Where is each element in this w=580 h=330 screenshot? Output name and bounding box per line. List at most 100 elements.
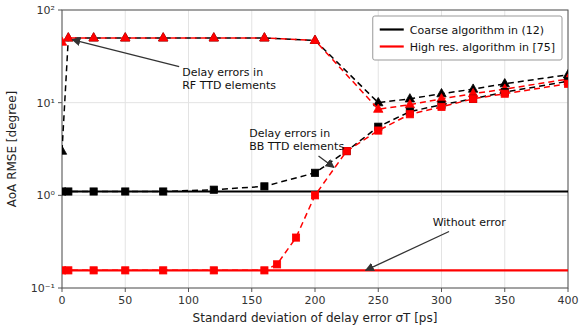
square-marker <box>160 267 167 274</box>
x-tick-label: 250 <box>368 294 389 307</box>
series-line <box>62 84 568 271</box>
x-tick-label: 400 <box>558 294 579 307</box>
y-axis-label: AoA RMSE [degree] <box>5 91 19 207</box>
triangle-marker <box>310 35 319 43</box>
x-tick <box>568 288 569 292</box>
square-marker <box>261 267 268 274</box>
annotations: Delay errors inRF TTD elementsDelay erro… <box>72 40 506 271</box>
triangle-marker <box>121 33 130 41</box>
square-marker <box>501 90 508 97</box>
annotation-line: RF TTD elements <box>182 79 276 92</box>
triangle-marker <box>62 146 67 154</box>
y-tick <box>58 288 62 289</box>
square-marker <box>311 169 318 176</box>
x-tick <box>378 288 379 292</box>
x-tick-label: 0 <box>59 294 66 307</box>
x-grid-line <box>125 10 126 288</box>
annotation-arrow <box>366 232 449 271</box>
square-marker <box>470 95 477 102</box>
triangle-marker <box>374 104 383 112</box>
x-tick-label: 300 <box>431 294 452 307</box>
annotation-text: Delay errors inBB TTD elements <box>249 127 344 153</box>
y-tick-label: 10⁰ <box>37 189 56 202</box>
square-marker <box>210 267 217 274</box>
legend-box <box>373 16 562 60</box>
annotation-arrow <box>72 40 179 67</box>
square-marker <box>90 267 97 274</box>
square-marker <box>292 234 299 241</box>
y-tick <box>58 10 62 11</box>
x-tick-label: 100 <box>178 294 199 307</box>
series <box>62 33 568 155</box>
triangle-marker <box>437 94 446 102</box>
x-tick <box>251 288 252 292</box>
axes: 0 50 100 150 200 250 300 350 400 10⁻¹ 10⁰ 10¹ 10² <box>31 4 579 307</box>
plot-frame <box>62 10 568 288</box>
legend: Coarse algorithm in (12) High res. algori… <box>373 16 562 60</box>
legend-label: Coarse algorithm in (12) <box>410 24 544 37</box>
legend-swatch <box>380 45 404 47</box>
square-marker <box>90 188 97 195</box>
square-marker <box>122 188 129 195</box>
square-marker <box>160 188 167 195</box>
triangle-marker <box>89 33 98 41</box>
annotation-arrow <box>319 156 334 167</box>
annotation-text: Without error <box>433 216 507 229</box>
triangle-marker <box>159 33 168 41</box>
annotation-line: Delay errors in <box>249 127 330 140</box>
square-marker <box>273 261 280 268</box>
y-tick-label: 10² <box>37 4 55 17</box>
plot-background <box>62 10 568 288</box>
triangle-marker <box>209 33 218 41</box>
y-tick-label: 10⁻¹ <box>31 282 55 295</box>
square-marker <box>406 111 413 118</box>
series-line <box>62 81 568 191</box>
annotation-line: Without error <box>433 216 507 229</box>
x-tick <box>62 288 63 292</box>
y-tick-label: 10¹ <box>37 97 55 110</box>
triangle-marker <box>405 100 414 108</box>
square-marker <box>65 188 72 195</box>
legend-swatch <box>380 28 404 30</box>
triangle-marker <box>64 33 73 41</box>
square-marker <box>438 103 445 110</box>
x-tick <box>125 288 126 292</box>
annotation-text: Delay errors inRF TTD elements <box>182 66 276 92</box>
x-tick-label: 350 <box>494 294 515 307</box>
triangle-marker <box>159 33 168 41</box>
square-marker <box>564 80 568 87</box>
square-marker <box>261 183 268 190</box>
series <box>62 33 568 113</box>
x-tick-label: 150 <box>241 294 262 307</box>
triangle-marker <box>121 33 130 41</box>
x-tick <box>441 288 442 292</box>
triangle-marker <box>260 33 269 41</box>
legend-label: High res. algorithm in [75] <box>410 41 555 54</box>
annotation-line: BB TTD elements <box>249 140 344 153</box>
x-tick <box>504 288 505 292</box>
y-tick <box>58 102 62 103</box>
square-marker <box>210 186 217 193</box>
triangle-marker <box>260 33 269 41</box>
y-tick <box>58 195 62 196</box>
x-tick <box>188 288 189 292</box>
x-tick-label: 200 <box>305 294 326 307</box>
x-grid-line <box>188 10 189 288</box>
square-marker <box>122 267 129 274</box>
triangle-marker <box>64 33 73 41</box>
x-tick <box>315 288 316 292</box>
x-axis-label: Standard deviation of delay error σT [ps… <box>193 311 438 325</box>
x-tick-label: 50 <box>118 294 132 307</box>
data-area <box>62 33 568 274</box>
series <box>62 80 568 274</box>
annotation-line: Delay errors in <box>182 66 263 79</box>
triangle-marker <box>89 33 98 41</box>
square-marker <box>65 267 72 274</box>
chart: 0 50 100 150 200 250 300 350 400 10⁻¹ 10⁰ 10¹ 10² Sta… <box>0 0 580 330</box>
grid <box>62 10 568 288</box>
square-marker <box>311 192 318 199</box>
triangle-marker <box>310 35 319 43</box>
square-marker <box>470 95 477 102</box>
y-grid-line <box>62 102 568 103</box>
square-marker <box>375 127 382 134</box>
